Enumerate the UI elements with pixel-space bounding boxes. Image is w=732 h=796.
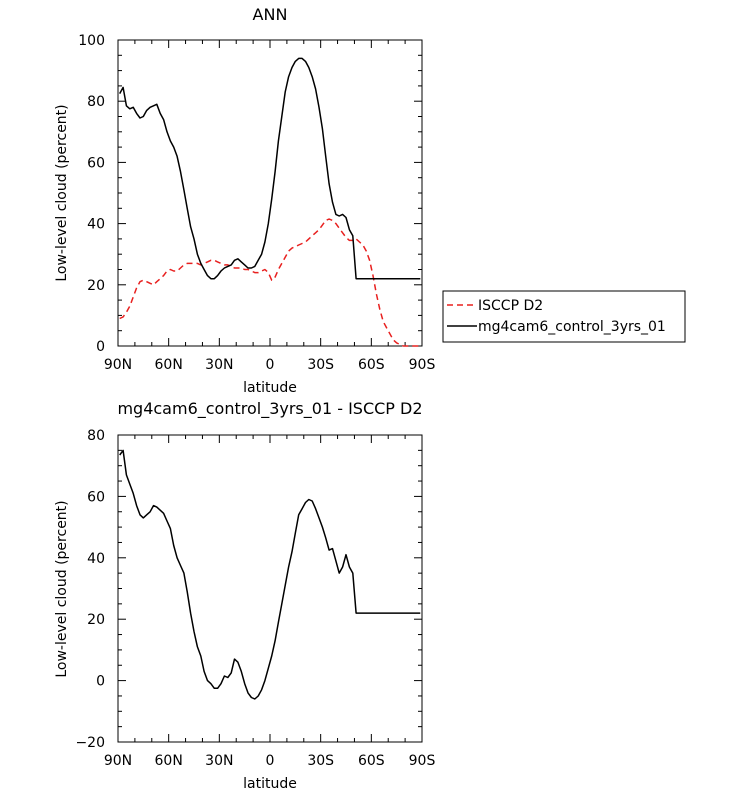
bottom-y-tick-label: 20	[87, 612, 105, 628]
bottom-x-tick-label: 30N	[205, 753, 233, 769]
bottom-panel: mg4cam6_control_3yrs_01 - ISCCP D2 90N 60…	[54, 399, 435, 792]
bottom-y-tick-label: 0	[96, 674, 105, 690]
bottom-plot-frame	[117, 434, 423, 743]
bottom-y-tick-label: 60	[87, 489, 105, 505]
top-y-tick-label: 100	[78, 33, 105, 49]
top-series-line-1	[119, 57, 421, 280]
top-x-tick-label: 60S	[358, 357, 385, 373]
top-x-ticks: 90N 60N 30N 0 30S 60S 90S	[104, 40, 436, 373]
bottom-x-tick-label: 60S	[358, 753, 385, 769]
bottom-x-tick-label: 90N	[104, 753, 132, 769]
bottom-x-tick-label: 0	[266, 753, 275, 769]
bottom-x-tick-label: 60N	[155, 753, 183, 769]
bottom-y-tick-label: 40	[87, 551, 105, 567]
top-series-group	[119, 57, 421, 347]
bottom-y-ticks: −20 0 20 40 60 80	[75, 428, 422, 751]
top-x-tick-label: 90N	[104, 357, 132, 373]
top-y-tick-label: 20	[87, 278, 105, 294]
bottom-x-ticks: 90N 60N 30N 0 30S 60S 90S	[104, 435, 436, 769]
bottom-x-axis-title: latitude	[243, 776, 297, 792]
bottom-chart-title: mg4cam6_control_3yrs_01 - ISCCP D2	[117, 399, 422, 419]
top-y-ticks: 0 20 40 60 80 100	[78, 33, 422, 355]
bottom-y-tick-label: 80	[87, 428, 105, 444]
top-y-tick-label: 0	[96, 339, 105, 355]
bottom-series-line-0	[119, 449, 421, 700]
bottom-series-group	[119, 449, 421, 700]
top-x-tick-label: 0	[266, 357, 275, 373]
top-y-axis-title: Low-level cloud (percent)	[54, 104, 70, 281]
top-y-tick-label: 40	[87, 217, 105, 233]
bottom-x-tick-label: 90S	[409, 753, 436, 769]
legend-label-isccp: ISCCP D2	[478, 298, 543, 314]
top-y-tick-label: 60	[87, 155, 105, 171]
top-panel: ANN 90N 60N 30N 0 30S 60S 90S 0 20 40 60 80 100 lat…	[54, 5, 435, 396]
bottom-x-tick-label: 30S	[307, 753, 334, 769]
legend-label-model: mg4cam6_control_3yrs_01	[478, 319, 666, 335]
top-x-tick-label: 90S	[409, 357, 436, 373]
top-x-tick-label: 30N	[205, 357, 233, 373]
top-chart-title: ANN	[253, 5, 288, 24]
top-y-tick-label: 80	[87, 94, 105, 110]
top-plot-frame	[117, 39, 423, 347]
top-series-line-0	[119, 218, 421, 347]
top-x-tick-label: 60N	[155, 357, 183, 373]
legend: ISCCP D2 mg4cam6_control_3yrs_01	[442, 290, 686, 343]
bottom-y-axis-title: Low-level cloud (percent)	[54, 500, 70, 677]
bottom-y-tick-label: −20	[75, 735, 105, 751]
top-x-tick-label: 30S	[307, 357, 334, 373]
top-x-axis-title: latitude	[243, 380, 297, 396]
legend-box	[442, 290, 686, 343]
